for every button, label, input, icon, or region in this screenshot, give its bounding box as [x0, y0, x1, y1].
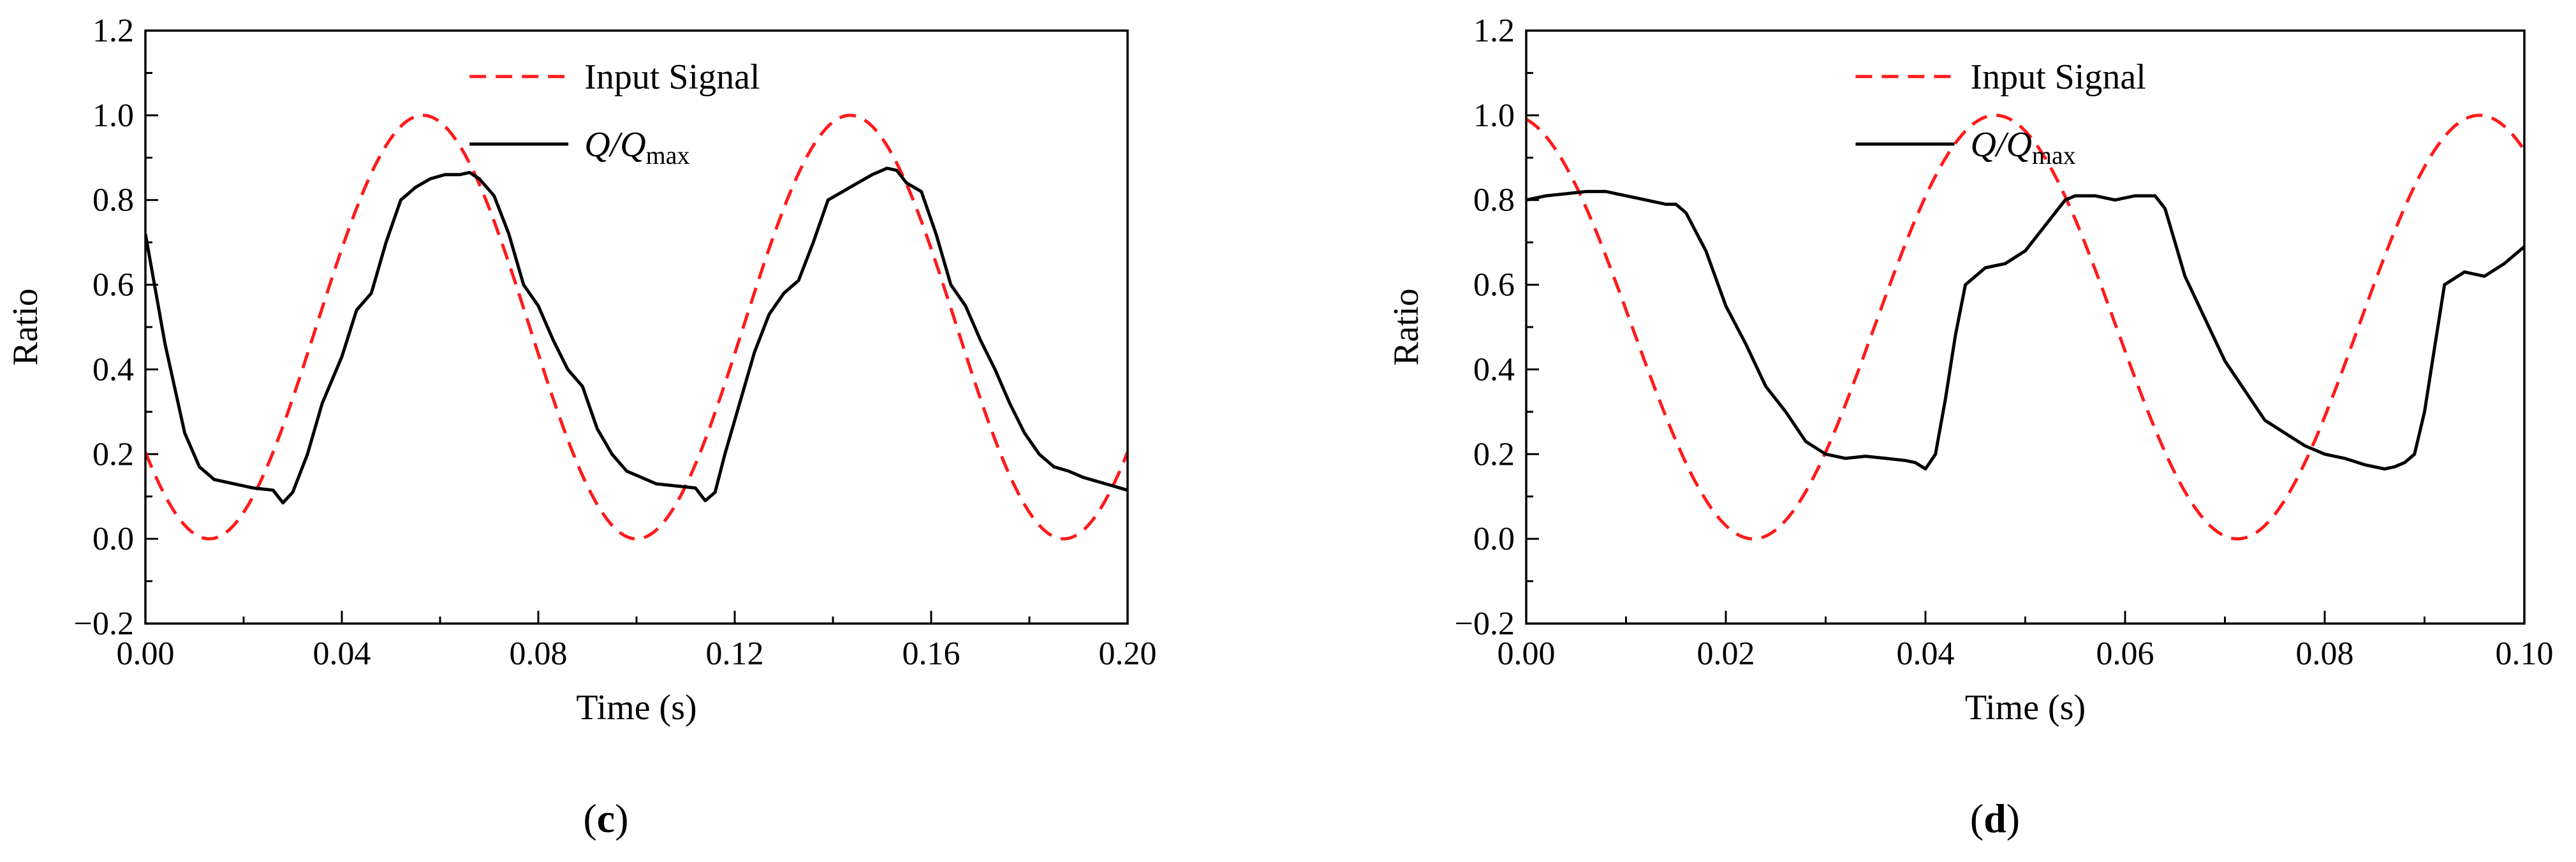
x-tick-label: 0.00: [1498, 636, 1556, 672]
y-tick-label: −0.2: [1455, 606, 1515, 642]
y-tick-label: −0.2: [74, 606, 134, 642]
plot-frame: [144, 29, 1129, 625]
series-q-ratio-line: [1526, 189, 2524, 471]
x-tick-label: 0.00: [117, 636, 175, 672]
y-tick-label: 1.0: [1473, 98, 1515, 134]
x-tick-label: 0.04: [313, 636, 371, 672]
y-tick-label: 0.4: [1473, 351, 1515, 388]
legend-label-input-signal: Input Signal: [1970, 57, 2145, 97]
x-tick-label: 0.06: [2096, 636, 2154, 672]
chart-panel-d: −0.2 0.0 0.2 0.4 0.6 0.8 1.0 1.2 0.00 0.02 0.04 0.0…: [1387, 13, 2554, 841]
y-tick-label: 0.2: [1473, 436, 1515, 472]
panel-label: (c): [583, 796, 628, 841]
y-tick-label: 0.0: [92, 521, 134, 557]
legend-label-q-ratio: Q/Qmax: [584, 125, 689, 170]
panel-label: (d): [1970, 796, 2020, 841]
legend-label-input-signal: Input Signal: [584, 57, 760, 97]
y-axis-title: Ratio: [6, 288, 45, 365]
x-tick-label: 0.16: [902, 636, 960, 672]
x-axis-title: Time (s): [1965, 688, 2086, 727]
y-tick-label: 1.0: [92, 98, 134, 134]
chart-panel-c: −0.2 0.0 0.2 0.4 0.6 0.8 1.0 1.2 0.00 0.04 0.08 0.1…: [6, 13, 1157, 841]
series-q-ratio-line: [145, 166, 1128, 505]
x-axis-title: Time (s): [576, 688, 696, 727]
legend-label-q-ratio: Q/Qmax: [1970, 125, 2075, 170]
y-tick-label: 0.8: [1473, 182, 1515, 219]
x-tick-label: 0.20: [1099, 636, 1157, 672]
x-tick-label: 0.04: [1897, 636, 1955, 672]
x-tick-label: 0.08: [2296, 636, 2354, 672]
y-axis-title: Ratio: [1387, 288, 1426, 365]
plot-frame: [1525, 29, 2526, 625]
y-tick-label: 0.6: [92, 267, 134, 303]
x-tick-label: 0.08: [510, 636, 568, 672]
x-tick-label: 0.02: [1697, 636, 1755, 672]
y-tick-label: 0.0: [1473, 521, 1515, 557]
x-tick-label: 0.10: [2496, 636, 2554, 672]
y-tick-label: 0.6: [1473, 267, 1515, 303]
y-tick-label: 0.2: [92, 436, 134, 472]
y-tick-label: 1.2: [1473, 13, 1515, 49]
y-tick-label: 1.2: [92, 13, 134, 49]
x-tick-label: 0.12: [706, 636, 764, 672]
y-tick-label: 0.8: [92, 182, 134, 219]
series-input-signal-line: [1526, 113, 2524, 541]
y-tick-label: 0.4: [92, 351, 134, 388]
